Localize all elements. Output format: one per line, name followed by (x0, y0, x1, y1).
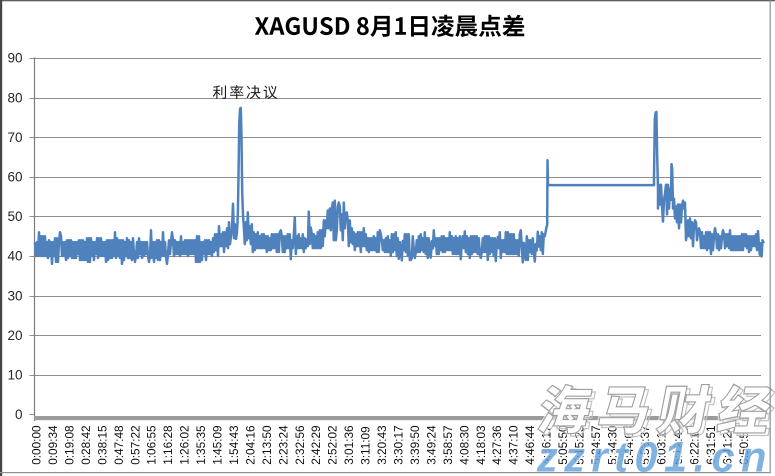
svg-text:70: 70 (7, 130, 22, 145)
svg-text:2:42:29: 2:42:29 (309, 425, 323, 464)
svg-text:2:13:50: 2:13:50 (260, 425, 274, 465)
svg-text:2:04:16: 2:04:16 (243, 425, 257, 465)
svg-text:40: 40 (7, 249, 22, 264)
svg-text:1:26:02: 1:26:02 (178, 425, 192, 464)
svg-text:6:41:24: 6:41:24 (721, 425, 735, 465)
svg-text:4:27:36: 4:27:36 (490, 425, 504, 465)
svg-text:90: 90 (7, 51, 22, 66)
svg-text:1:16:28: 1:16:28 (161, 425, 175, 465)
svg-text:60: 60 (7, 170, 22, 185)
svg-text:3:58:57: 3:58:57 (441, 425, 455, 464)
svg-text:3:11:09: 3:11:09 (359, 426, 373, 464)
svg-text:10: 10 (7, 368, 22, 383)
svg-text:3:01:36: 3:01:36 (342, 425, 356, 465)
svg-text:1:06:55: 1:06:55 (145, 425, 159, 465)
svg-text:2:23:24: 2:23:24 (276, 425, 290, 465)
svg-text:4:18:03: 4:18:03 (474, 425, 488, 465)
svg-text:0: 0 (15, 407, 23, 422)
svg-text:zzrt01.cn: zzrt01.cn (536, 433, 773, 476)
svg-text:0:57:22: 0:57:22 (128, 425, 142, 464)
svg-text:3:20:43: 3:20:43 (375, 425, 389, 465)
svg-text:20: 20 (7, 328, 22, 343)
svg-text:5:15:23: 5:15:23 (573, 425, 587, 465)
svg-text:1:45:09: 1:45:09 (211, 425, 225, 464)
svg-text:5:24:57: 5:24:57 (589, 425, 603, 464)
svg-text:30: 30 (7, 288, 22, 303)
svg-text:1:35:35: 1:35:35 (194, 425, 208, 465)
svg-text:0:09:34: 0:09:34 (46, 425, 60, 465)
svg-text:3:30:17: 3:30:17 (392, 425, 406, 464)
svg-text:5:34:30: 5:34:30 (605, 425, 619, 465)
svg-text:4:46:44: 4:46:44 (523, 425, 537, 465)
svg-text:5:53:37: 5:53:37 (638, 425, 652, 464)
svg-text:3:49:24: 3:49:24 (424, 425, 438, 465)
svg-text:0:19:08: 0:19:08 (63, 425, 77, 465)
svg-text:1:54:43: 1:54:43 (227, 425, 241, 465)
svg-text:2:32:56: 2:32:56 (293, 425, 307, 465)
svg-text:6:31:51: 6:31:51 (704, 425, 718, 464)
svg-text:0:00:00: 0:00:00 (30, 425, 44, 465)
svg-text:2:52:02: 2:52:02 (326, 425, 340, 464)
svg-text:6:03:11: 6:03:11 (655, 426, 669, 464)
svg-text:0:28:42: 0:28:42 (79, 425, 93, 464)
svg-text:4:56:17: 4:56:17 (540, 425, 554, 464)
svg-text:50: 50 (7, 209, 22, 224)
svg-text:4:08:30: 4:08:30 (457, 425, 471, 465)
svg-text:4:37:10: 4:37:10 (507, 425, 521, 465)
svg-text:0:47:48: 0:47:48 (112, 425, 126, 465)
svg-text:3:39:50: 3:39:50 (408, 425, 422, 465)
svg-text:0:38:15: 0:38:15 (95, 425, 109, 465)
svg-text:6:12:44: 6:12:44 (671, 425, 685, 465)
svg-text:80: 80 (7, 90, 22, 105)
